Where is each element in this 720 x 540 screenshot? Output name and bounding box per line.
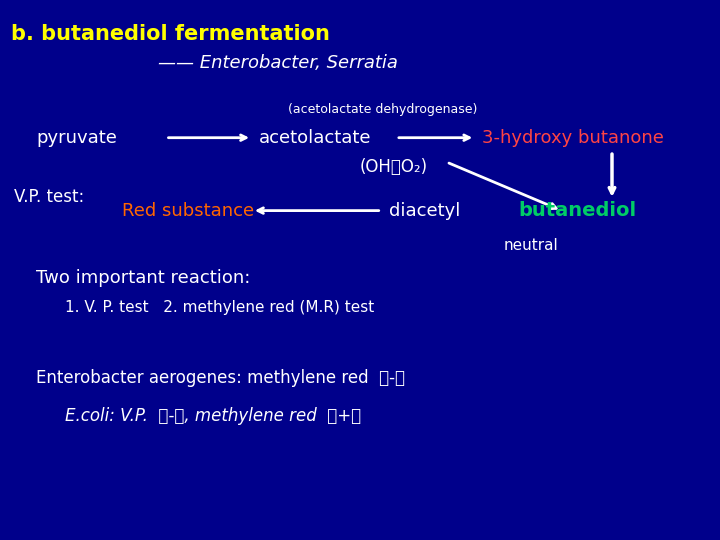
Text: pyruvate: pyruvate bbox=[36, 129, 117, 147]
Text: butanediol: butanediol bbox=[518, 201, 636, 220]
Text: Red substance: Red substance bbox=[122, 201, 255, 220]
Text: 3-hydroxy butanone: 3-hydroxy butanone bbox=[482, 129, 665, 147]
Text: 1. V. P. test   2. methylene red (M.R) test: 1. V. P. test 2. methylene red (M.R) tes… bbox=[65, 300, 374, 315]
Text: Enterobacter aerogenes: methylene red  （-）: Enterobacter aerogenes: methylene red （-… bbox=[36, 369, 405, 387]
Text: (OH、O₂): (OH、O₂) bbox=[360, 158, 428, 177]
Text: E.coli: V.P.  （-）, methylene red  （+）: E.coli: V.P. （-）, methylene red （+） bbox=[65, 407, 361, 425]
Text: V.P. test:: V.P. test: bbox=[14, 188, 85, 206]
Text: diacetyl: diacetyl bbox=[389, 201, 460, 220]
Text: —— Enterobacter, Serratia: —— Enterobacter, Serratia bbox=[158, 54, 398, 72]
Text: b. butanediol fermentation: b. butanediol fermentation bbox=[11, 24, 330, 44]
Text: acetolactate: acetolactate bbox=[259, 129, 372, 147]
Text: neutral: neutral bbox=[504, 238, 559, 253]
Text: Two important reaction:: Two important reaction: bbox=[36, 269, 251, 287]
Text: (acetolactate dehydrogenase): (acetolactate dehydrogenase) bbox=[288, 103, 477, 116]
